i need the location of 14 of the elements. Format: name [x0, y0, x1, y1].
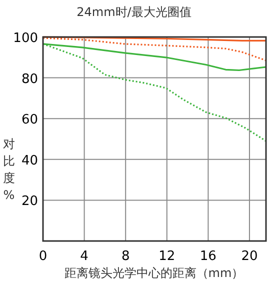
- y-tick-label: 100: [13, 31, 38, 46]
- y-axis-title: 对比度%: [3, 137, 15, 202]
- x-tick-label: 20: [241, 249, 258, 264]
- x-tick-label: 8: [121, 249, 130, 264]
- y-tick-label: 80: [21, 72, 38, 87]
- y-tick-label: 60: [21, 112, 38, 128]
- y-tick-label: 20: [21, 194, 38, 210]
- x-tick-label: 4: [80, 249, 88, 264]
- x-tick-label: 16: [200, 249, 216, 264]
- x-tick-label: 0: [38, 249, 48, 264]
- y-tick-label: 40: [21, 153, 38, 168]
- x-axis-title: 距离镜头光学中心的距离（mm）: [64, 266, 244, 280]
- chart-title: 24mm时/最大光圈值: [76, 5, 192, 19]
- x-tick-label: 12: [158, 249, 176, 264]
